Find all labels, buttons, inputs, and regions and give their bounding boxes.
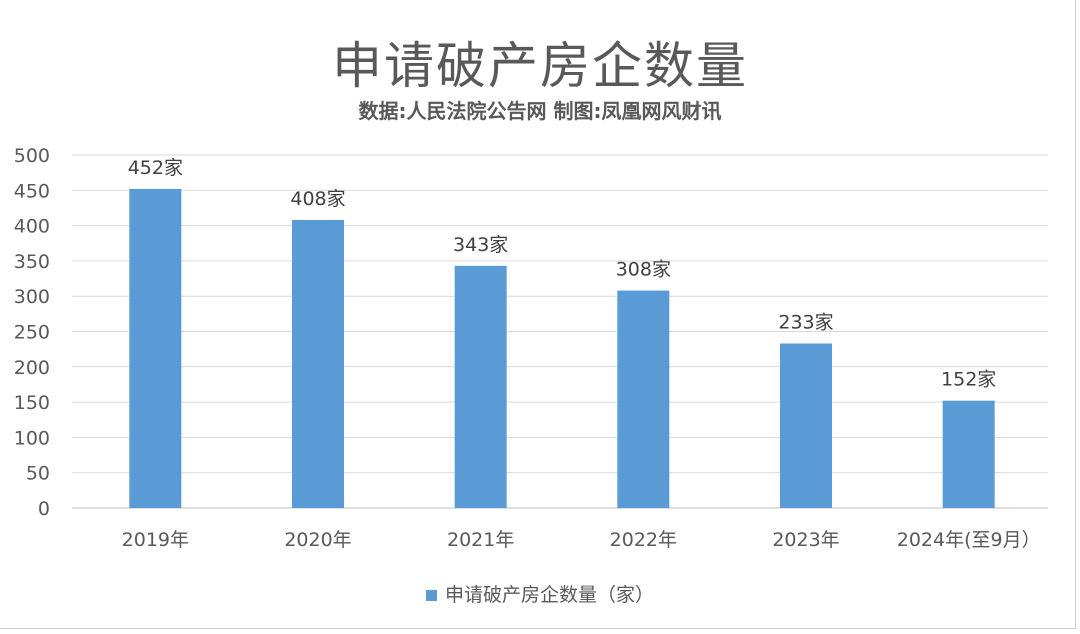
data-label: 233家 — [778, 312, 833, 334]
x-tick-label: 2020年 — [284, 529, 351, 551]
data-label: 308家 — [616, 259, 671, 281]
legend-label: 申请破产房企数量（家） — [444, 584, 654, 606]
data-label: 408家 — [290, 188, 345, 210]
bar — [454, 265, 507, 508]
y-tick-label: 0 — [38, 498, 50, 520]
y-tick-label: 500 — [14, 145, 50, 167]
y-tick-label: 400 — [14, 216, 50, 238]
x-tick-label: 2024年(至9月） — [897, 529, 1041, 551]
chart-title: 申请破产房企数量 — [332, 37, 748, 95]
data-label: 343家 — [453, 234, 508, 256]
x-tick-label: 2023年 — [772, 529, 839, 551]
y-tick-label: 250 — [14, 322, 50, 344]
legend-swatch — [425, 590, 437, 601]
y-tick-label: 200 — [14, 357, 50, 379]
y-tick-label: 450 — [14, 180, 50, 202]
y-tick-label: 50 — [26, 463, 50, 485]
y-tick-label: 100 — [14, 427, 50, 449]
x-tick-label: 2022年 — [610, 529, 677, 551]
x-tick-label: 2021年 — [447, 529, 514, 551]
bar — [942, 400, 995, 508]
data-label: 452家 — [128, 157, 183, 179]
data-label: 152家 — [941, 369, 996, 391]
chart-subtitle: 数据:人民法院公告网 制图:凤凰网风财讯 — [358, 99, 722, 123]
legend: 申请破产房企数量（家） — [0, 580, 1080, 607]
bar — [292, 219, 344, 508]
x-tick-label: 2019年 — [122, 529, 189, 551]
bar — [617, 290, 670, 508]
y-tick-label: 300 — [14, 286, 50, 308]
bar — [780, 343, 832, 508]
bar — [129, 188, 182, 508]
y-tick-label: 150 — [14, 392, 50, 414]
y-tick-label: 350 — [14, 251, 50, 273]
